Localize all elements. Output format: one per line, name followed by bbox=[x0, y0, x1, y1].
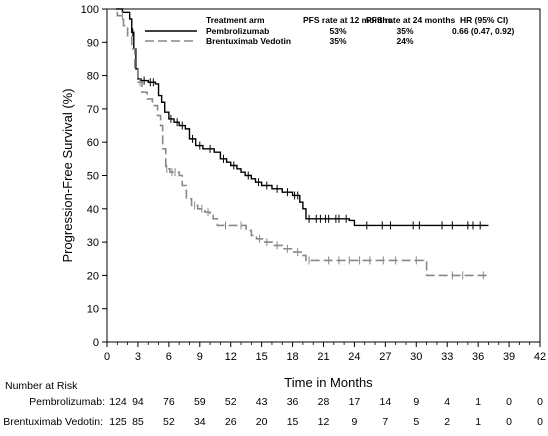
series-line-brentuximab-vedotin bbox=[107, 8, 490, 278]
risk-value: 1 bbox=[475, 396, 481, 408]
x-tick-label: 36 bbox=[472, 351, 484, 363]
risk-value: 34 bbox=[194, 416, 206, 428]
y-tick-label: 10 bbox=[87, 304, 99, 316]
risk-value: 1 bbox=[475, 416, 481, 428]
x-tick-label: 30 bbox=[410, 351, 422, 363]
x-tick-label: 6 bbox=[166, 351, 172, 363]
y-tick-label: 60 bbox=[87, 137, 99, 149]
risk-value: 15 bbox=[287, 416, 299, 428]
risk-value: 59 bbox=[194, 396, 206, 408]
legend-pfs24: 35% bbox=[396, 26, 413, 36]
risk-row-label: Pembrolizumab: bbox=[29, 396, 105, 408]
risk-value: 125 bbox=[109, 416, 127, 428]
x-tick-label: 27 bbox=[379, 351, 391, 363]
x-tick-label: 9 bbox=[197, 351, 203, 363]
risk-value: 14 bbox=[380, 396, 392, 408]
risk-value: 28 bbox=[318, 396, 330, 408]
series-group bbox=[107, 8, 490, 280]
legend-arm-label: Pembrolizumab bbox=[206, 26, 269, 36]
x-tick-label: 42 bbox=[534, 351, 546, 363]
legend-hr: 0.66 (0.47, 0.92) bbox=[452, 26, 515, 36]
x-axis-title: Time in Months bbox=[284, 375, 373, 390]
y-tick-label: 90 bbox=[87, 37, 99, 49]
risk-table-heading: Number at Risk bbox=[5, 380, 78, 392]
risk-value: 17 bbox=[349, 396, 361, 408]
risk-value: 0 bbox=[537, 416, 543, 428]
x-tick-label: 18 bbox=[286, 351, 298, 363]
y-axis-title: Progression-Free Survival (%) bbox=[60, 88, 75, 262]
x-tick-label: 21 bbox=[317, 351, 329, 363]
risk-value: 94 bbox=[132, 396, 144, 408]
risk-value: 0 bbox=[506, 396, 512, 408]
legend-pfs12: 35% bbox=[329, 36, 346, 46]
legend-header: Treatment arm bbox=[206, 15, 265, 25]
legend-header: PFS rate at 12 months bbox=[303, 15, 393, 25]
x-tick-label: 24 bbox=[348, 351, 360, 363]
x-tick-label: 39 bbox=[503, 351, 515, 363]
y-tick-label: 100 bbox=[81, 4, 99, 16]
risk-value: 20 bbox=[256, 416, 268, 428]
risk-value: 5 bbox=[413, 416, 419, 428]
risk-value: 36 bbox=[287, 396, 299, 408]
y-tick-label: 40 bbox=[87, 204, 99, 216]
y-tick-label: 0 bbox=[93, 337, 99, 349]
x-tick-label: 3 bbox=[135, 351, 141, 363]
y-tick-label: 80 bbox=[87, 71, 99, 83]
risk-value: 76 bbox=[163, 396, 175, 408]
risk-value: 124 bbox=[109, 396, 127, 408]
legend-pfs24: 24% bbox=[396, 36, 413, 46]
y-tick-label: 20 bbox=[87, 270, 99, 282]
legend-header: PFS rate at 24 months bbox=[366, 15, 456, 25]
risk-value: 52 bbox=[225, 396, 237, 408]
risk-row-label: Brentuximab Vedotin: bbox=[3, 416, 103, 428]
risk-value: 43 bbox=[256, 396, 268, 408]
y-tick-label: 70 bbox=[87, 104, 99, 116]
x-tick-label: 0 bbox=[104, 351, 110, 363]
x-tick-label: 12 bbox=[225, 351, 237, 363]
risk-value: 26 bbox=[225, 416, 237, 428]
x-tick-label: 33 bbox=[441, 351, 453, 363]
legend-arm-label: Brentuximab Vedotin bbox=[206, 36, 291, 46]
risk-value: 2 bbox=[444, 416, 450, 428]
risk-value: 12 bbox=[318, 416, 330, 428]
legend-pfs12: 53% bbox=[329, 26, 346, 36]
risk-value: 9 bbox=[352, 416, 358, 428]
risk-value: 0 bbox=[506, 416, 512, 428]
risk-value: 52 bbox=[163, 416, 175, 428]
risk-value: 0 bbox=[537, 396, 543, 408]
x-tick-label: 15 bbox=[256, 351, 268, 363]
risk-value: 85 bbox=[132, 416, 144, 428]
risk-value: 4 bbox=[444, 396, 450, 408]
legend-header: HR (95% CI) bbox=[460, 15, 508, 25]
risk-value: 9 bbox=[413, 396, 419, 408]
risk-value: 7 bbox=[382, 416, 388, 428]
y-tick-label: 30 bbox=[87, 237, 99, 249]
y-tick-label: 50 bbox=[87, 171, 99, 183]
